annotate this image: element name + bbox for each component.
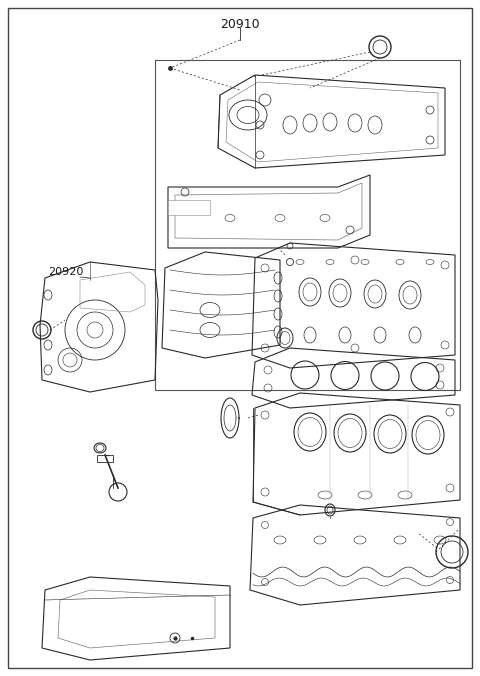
- Text: 20920: 20920: [48, 267, 84, 277]
- Polygon shape: [168, 200, 210, 215]
- Text: 20910: 20910: [220, 18, 260, 31]
- Bar: [155, 60, 460, 390]
